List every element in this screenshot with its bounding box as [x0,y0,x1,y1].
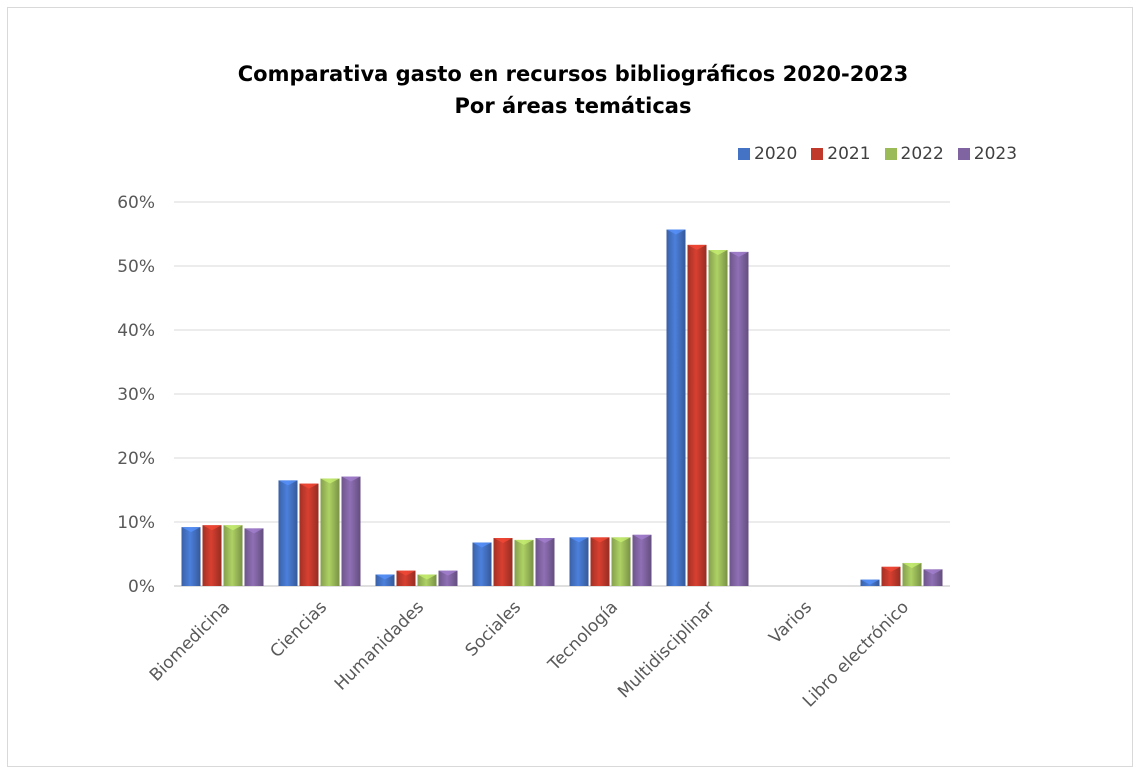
legend-swatch-2023 [957,148,970,160]
bar-cap-2021-5 [687,244,707,250]
y-tick-label: 0% [128,577,155,597]
legend-label-2020: 2020 [754,144,798,164]
bar-cap-2021-1 [299,483,319,489]
x-category-label: Multidisciplinar [614,597,719,702]
bar-cap-2022-5 [708,250,728,255]
bar-cap-2022-0 [223,525,243,531]
bar-cap-2022-1 [320,478,340,484]
chart-title: Comparativa gasto en recursos bibliográf… [237,62,909,86]
chart-frame [7,7,1133,767]
x-category-label: Biomedicina [146,597,234,685]
x-category-label: Ciencias [267,597,332,662]
bar-2020-5 [666,229,686,586]
y-tick-label: 60% [117,193,155,213]
legend-item-2021: 2021 [811,144,871,164]
bar-cap-2023-0 [244,528,264,534]
bar-cap-2020-2 [375,574,395,580]
bar-2022-7 [902,562,922,586]
x-category-label: Varios [765,597,816,648]
legend-label-2023: 2023 [973,144,1018,164]
legend-label-2021: 2021 [827,144,871,164]
legend-item-2022: 2022 [884,144,944,164]
bar-2023-0 [244,528,264,586]
bar-cap-2020-0 [181,527,201,533]
x-category-label: Libro electrónico [799,597,913,711]
bar-2022-3 [514,539,534,586]
bar-cap-2022-2 [417,574,437,580]
bar-2021-0 [202,525,222,586]
legend-label-2022: 2022 [900,144,944,164]
bar-2022-4 [611,537,631,586]
x-category-label: Sociales [462,597,526,661]
bar-cap-2022-3 [514,539,534,545]
chart-title-block: Comparativa gasto en recursos bibliográf… [0,58,1138,122]
bar-cap-2020-1 [278,480,298,486]
bar-cap-2023-3 [535,538,555,543]
bar-2023-7 [923,569,943,586]
bar-2022-1 [320,478,340,586]
bar-2021-3 [493,538,513,586]
y-tick-label: 50% [117,257,155,277]
bar-2021-1 [299,483,319,586]
y-tick-label: 10% [117,513,155,533]
bar-cap-2023-7 [923,569,943,575]
bar-cap-2022-7 [902,562,922,568]
bar-2020-1 [278,480,298,586]
y-tick-label: 30% [117,385,155,405]
y-tick-label: 20% [117,449,155,469]
bar-cap-2020-7 [860,579,880,585]
chart-legend: 2020 2021 2022 2023 [738,143,1017,165]
bar-cap-2022-4 [611,537,631,543]
bar-2020-3 [472,542,492,586]
bar-cap-2021-4 [590,537,610,543]
bar-2020-0 [181,527,201,586]
chart-subtitle: Por áreas temáticas [454,94,692,118]
bar-2023-4 [632,534,652,586]
bar-2022-0 [223,525,243,586]
bar-cap-2023-1 [341,476,361,482]
bar-cap-2020-5 [666,229,686,235]
legend-item-2023: 2023 [957,144,1018,164]
bar-2023-1 [341,476,361,586]
bar-cap-2023-4 [632,534,652,540]
bar-2023-3 [535,538,555,586]
bar-cap-2020-4 [569,537,589,543]
bar-2021-7 [881,566,901,586]
bar-cap-2021-2 [396,570,416,576]
bar-2022-2 [417,574,437,586]
bar-2021-4 [590,537,610,586]
legend-swatch-2020 [738,148,750,160]
bar-cap-2023-5 [729,251,749,257]
bar-cap-2021-7 [881,566,901,572]
bar-2022-5 [708,250,728,586]
bar-2020-2 [375,574,395,586]
bar-2020-4 [569,537,589,586]
y-tick-label: 40% [117,321,155,341]
x-category-label: Tecnología [544,597,622,675]
legend-item-2020: 2020 [738,144,797,164]
bar-2023-5 [729,251,749,587]
bar-2023-2 [438,570,458,586]
bar-cap-2020-3 [472,542,492,548]
legend-swatch-2022 [884,148,897,160]
x-category-label: Humanidades [331,597,428,694]
bar-2021-5 [687,244,707,586]
bar-2021-2 [396,570,416,586]
legend-swatch-2021 [811,148,824,160]
bar-cap-2021-0 [202,525,222,531]
bar-cap-2021-3 [493,538,513,543]
bar-cap-2023-2 [438,570,458,576]
